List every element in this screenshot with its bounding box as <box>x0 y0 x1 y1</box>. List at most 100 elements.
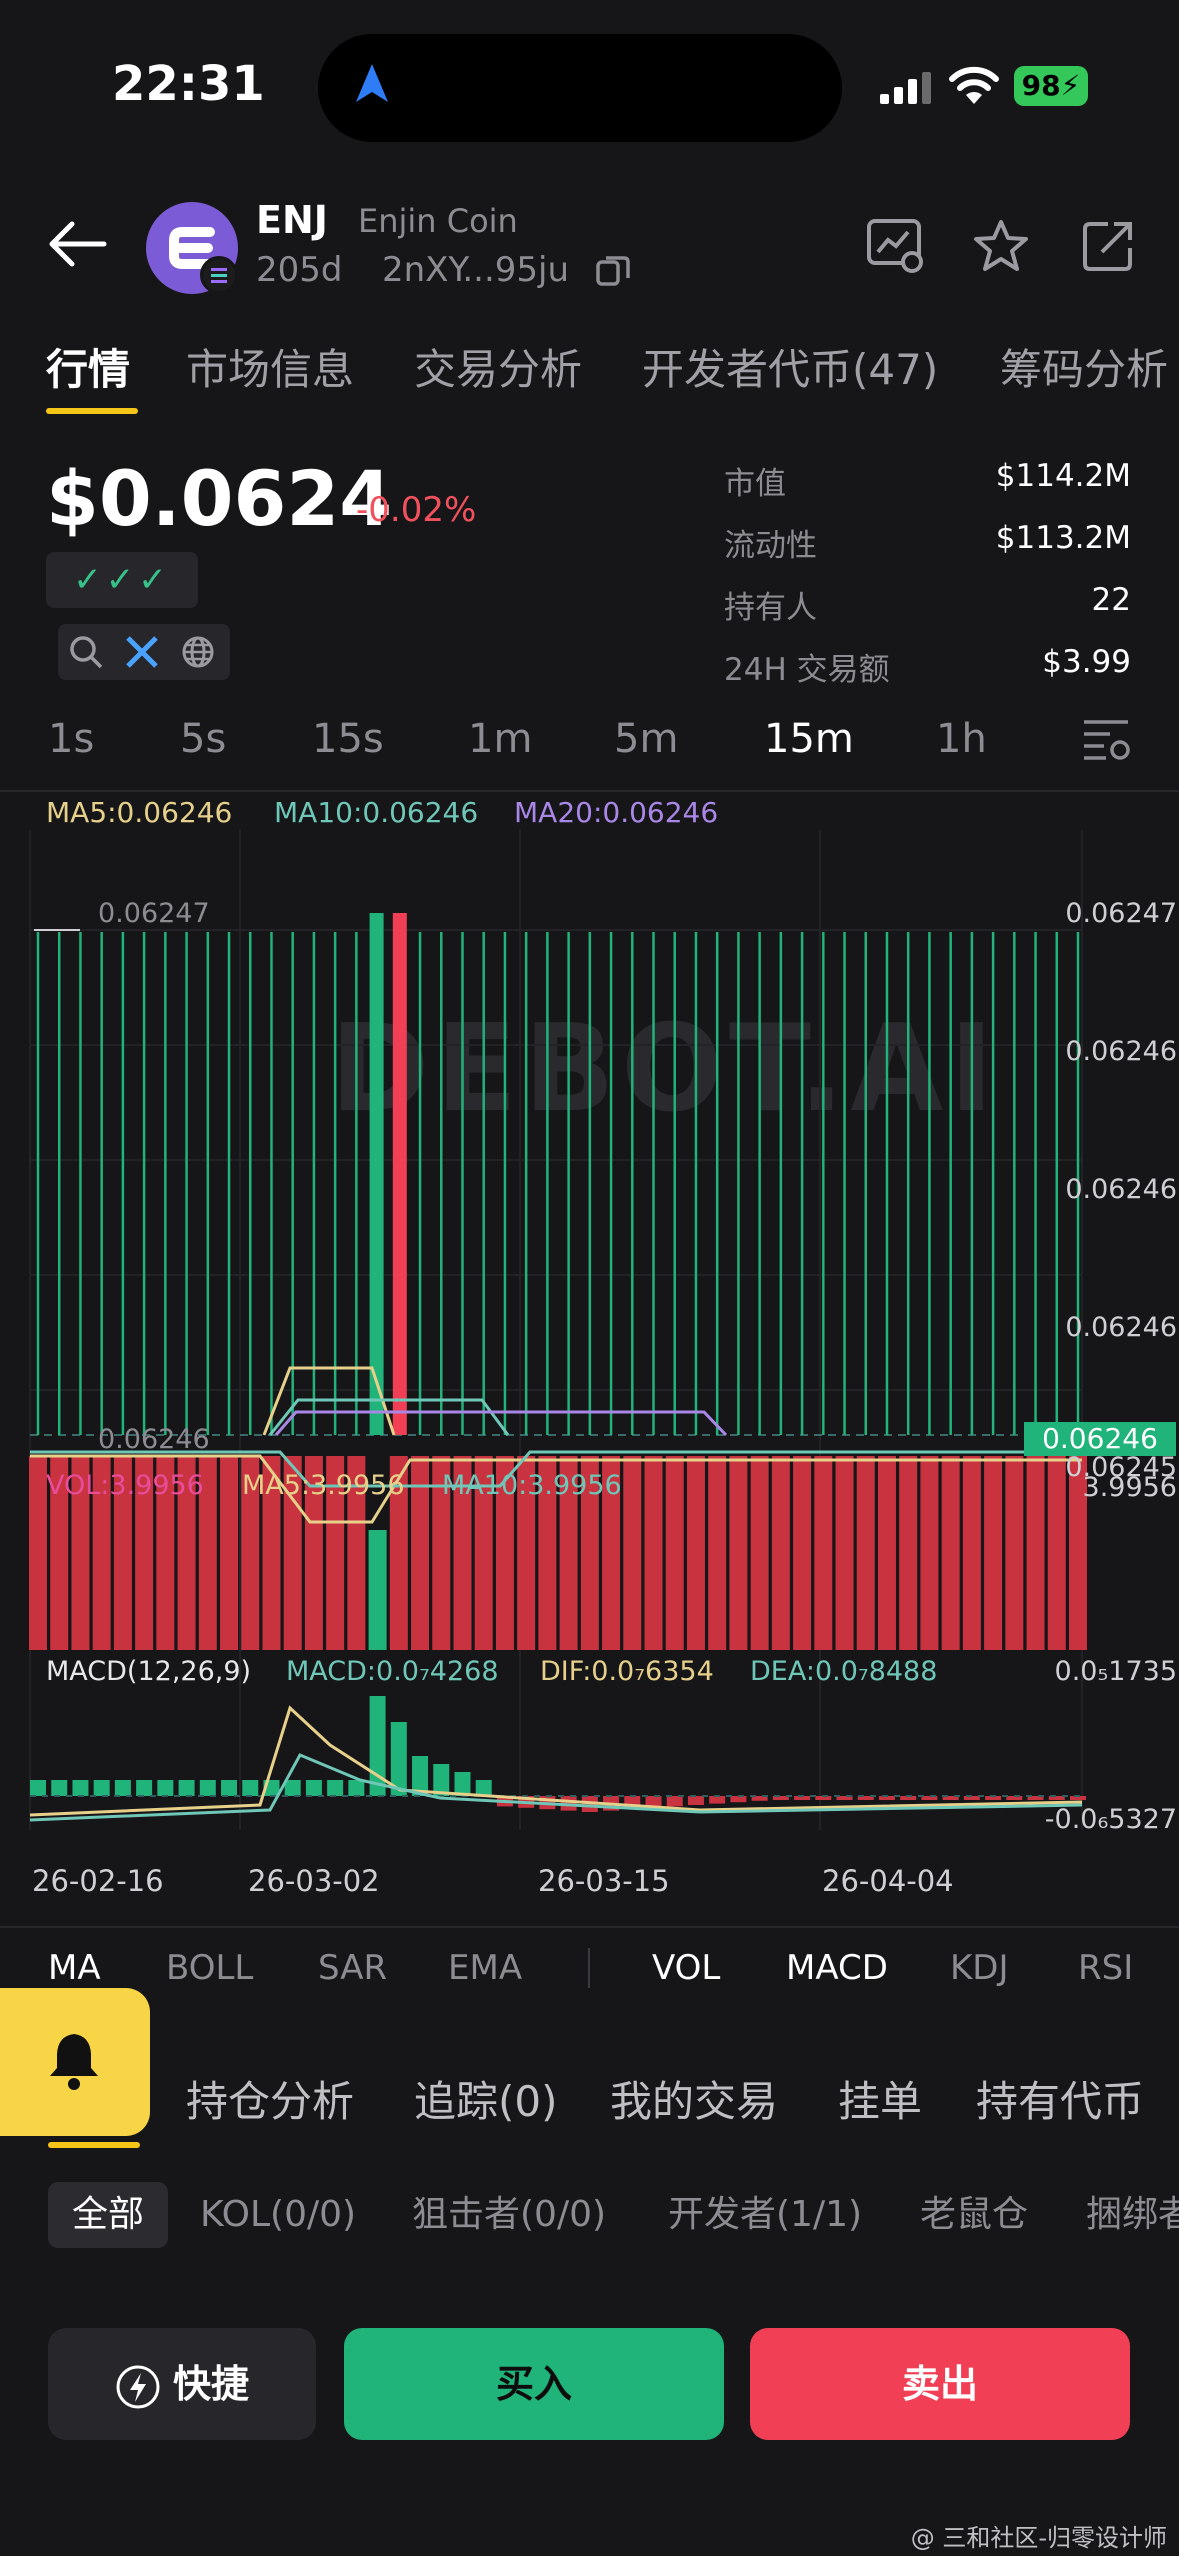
indicator-ma[interactable]: MA <box>48 1948 101 1988</box>
dif-line <box>29 1705 1083 1817</box>
x-twitter-icon[interactable] <box>124 634 160 670</box>
indicator-ema[interactable]: EMA <box>448 1948 523 1988</box>
volume-bar-down <box>135 1456 154 1650</box>
quick-trade-label: 快捷 <box>172 2362 249 2406</box>
macd-bar-negative <box>878 1796 895 1800</box>
indicator-boll[interactable]: BOLL <box>166 1948 254 1988</box>
filter-developers[interactable]: 开发者(1/1) <box>668 2194 863 2235</box>
sub-tab-orders[interactable]: 挂单 <box>838 2077 923 2126</box>
sell-button[interactable]: 卖出 <box>750 2328 1130 2440</box>
volume-bar-down <box>708 1456 727 1650</box>
tab-market[interactable]: 行情 <box>46 345 131 394</box>
volume-bar-down <box>856 1456 875 1650</box>
indicator-vol[interactable]: VOL <box>652 1948 721 1988</box>
copy-icon[interactable] <box>594 252 632 290</box>
ma20-line <box>274 1410 728 1437</box>
interval-15m[interactable]: 15m <box>764 716 854 762</box>
bell-icon <box>50 2034 98 2090</box>
indicator-sar[interactable]: SAR <box>318 1948 388 1988</box>
favorite-star-icon[interactable] <box>972 218 1030 274</box>
indicator-rsi[interactable]: RSI <box>1078 1948 1134 1988</box>
stat-value-holders: 22 <box>1091 582 1131 618</box>
macd-bar-negative <box>1048 1796 1065 1800</box>
lightning-icon <box>116 2365 160 2408</box>
volume-bar-down <box>665 1456 684 1650</box>
volume-bar-down <box>941 1456 960 1650</box>
filter-snipers[interactable]: 狙击者(0/0) <box>412 2194 607 2235</box>
verification-checks: ✓✓✓ <box>46 552 198 608</box>
macd-bar-positive <box>390 1722 407 1796</box>
tab-trade-analysis[interactable]: 交易分析 <box>414 345 583 394</box>
interval-1s[interactable]: 1s <box>48 716 95 762</box>
quick-trade-button[interactable]: 快捷 <box>48 2328 316 2440</box>
macd-bar-negative <box>963 1796 980 1800</box>
interval-15s[interactable]: 15s <box>312 716 384 762</box>
back-arrow-icon[interactable] <box>44 216 108 272</box>
volume-bar-down <box>1005 1456 1024 1650</box>
date-label-1: 26-02-16 <box>32 1864 164 1898</box>
ma5-legend: MA5:0.06246 <box>46 796 233 829</box>
volume-bar-down <box>814 1456 833 1650</box>
price-label-high: 0.06247 <box>98 898 210 929</box>
macd-bar-negative <box>857 1796 874 1800</box>
macd-bar-negative <box>687 1796 704 1805</box>
candles-group <box>34 913 1080 1435</box>
interval-5m[interactable]: 5m <box>614 716 679 762</box>
sub-tab-holdings[interactable]: 持有代币 <box>976 2077 1145 2126</box>
search-icon[interactable] <box>68 634 104 670</box>
filter-bundlers[interactable]: 捆绑者 <box>1086 2194 1179 2235</box>
share-icon[interactable] <box>1080 218 1136 274</box>
ma20-legend: MA20:0.06246 <box>514 796 719 829</box>
stat-label-market-cap: 市值 <box>724 466 786 502</box>
interval-1m[interactable]: 1m <box>468 716 533 762</box>
filter-insiders[interactable]: 老鼠仓 <box>920 2194 1029 2235</box>
macd-bar-negative <box>1006 1796 1023 1800</box>
macd-axis-bottom: -0.0₆5327 <box>1044 1804 1177 1835</box>
macd-bar-positive <box>221 1780 238 1796</box>
macd-bar-positive <box>51 1780 68 1796</box>
stat-label-liquidity: 流动性 <box>724 528 817 564</box>
macd-bar-positive <box>30 1780 46 1796</box>
chart-view-icon[interactable] <box>866 218 926 274</box>
globe-icon[interactable] <box>180 634 216 670</box>
volume-bar-down <box>877 1456 896 1650</box>
candlestick-chart[interactable] <box>0 830 1179 1860</box>
volume-bar-down <box>1069 1456 1087 1650</box>
volume-bars <box>29 1450 1087 1650</box>
macd-bar-negative <box>985 1796 1002 1800</box>
tab-market-info[interactable]: 市场信息 <box>186 345 355 394</box>
volume-bar-down <box>559 1456 578 1650</box>
tab-dev-tokens[interactable]: 开发者代币(47) <box>642 345 939 394</box>
alert-button[interactable] <box>0 1988 150 2136</box>
chain-badge-icon <box>200 256 238 294</box>
filter-all[interactable]: 全部 <box>48 2182 169 2248</box>
volume-bar-down <box>835 1456 854 1650</box>
macd-bar-positive <box>72 1780 89 1796</box>
macd-value: MACD:0.0₇4268 <box>286 1656 499 1687</box>
chart-settings-icon[interactable] <box>1080 716 1132 764</box>
buy-button[interactable]: 买入 <box>344 2328 724 2440</box>
indicator-kdj[interactable]: KDJ <box>950 1948 1009 1988</box>
interval-5s[interactable]: 5s <box>180 716 227 762</box>
volume-bar-down <box>729 1456 748 1650</box>
macd-bar-positive <box>136 1780 153 1796</box>
price-change: -0.02% <box>356 490 477 530</box>
macd-bar-positive <box>412 1756 429 1796</box>
indicator-macd[interactable]: MACD <box>786 1948 888 1988</box>
volume-bar-down <box>686 1456 705 1650</box>
sub-tab-tracking[interactable]: 追踪(0) <box>414 2077 558 2126</box>
macd-bar-positive <box>178 1780 195 1796</box>
macd-bar-negative <box>709 1796 726 1804</box>
macd-bar-negative <box>666 1796 683 1807</box>
sub-tab-positions[interactable]: 持仓分析 <box>186 2077 355 2126</box>
interval-1h[interactable]: 1h <box>936 716 987 762</box>
macd-histogram <box>29 1696 1086 1822</box>
tab-chip-analysis[interactable]: 筹码分析 <box>1000 345 1169 394</box>
dea-value: DEA:0.0₇8488 <box>750 1656 938 1687</box>
chart-grid <box>29 830 1083 1830</box>
filter-kol[interactable]: KOL(0/0) <box>200 2194 357 2235</box>
volume-bar-down <box>623 1456 642 1650</box>
volume-bar-down <box>517 1456 536 1650</box>
chart-top-divider <box>0 790 1179 792</box>
sub-tab-my-trades[interactable]: 我的交易 <box>610 2077 779 2126</box>
